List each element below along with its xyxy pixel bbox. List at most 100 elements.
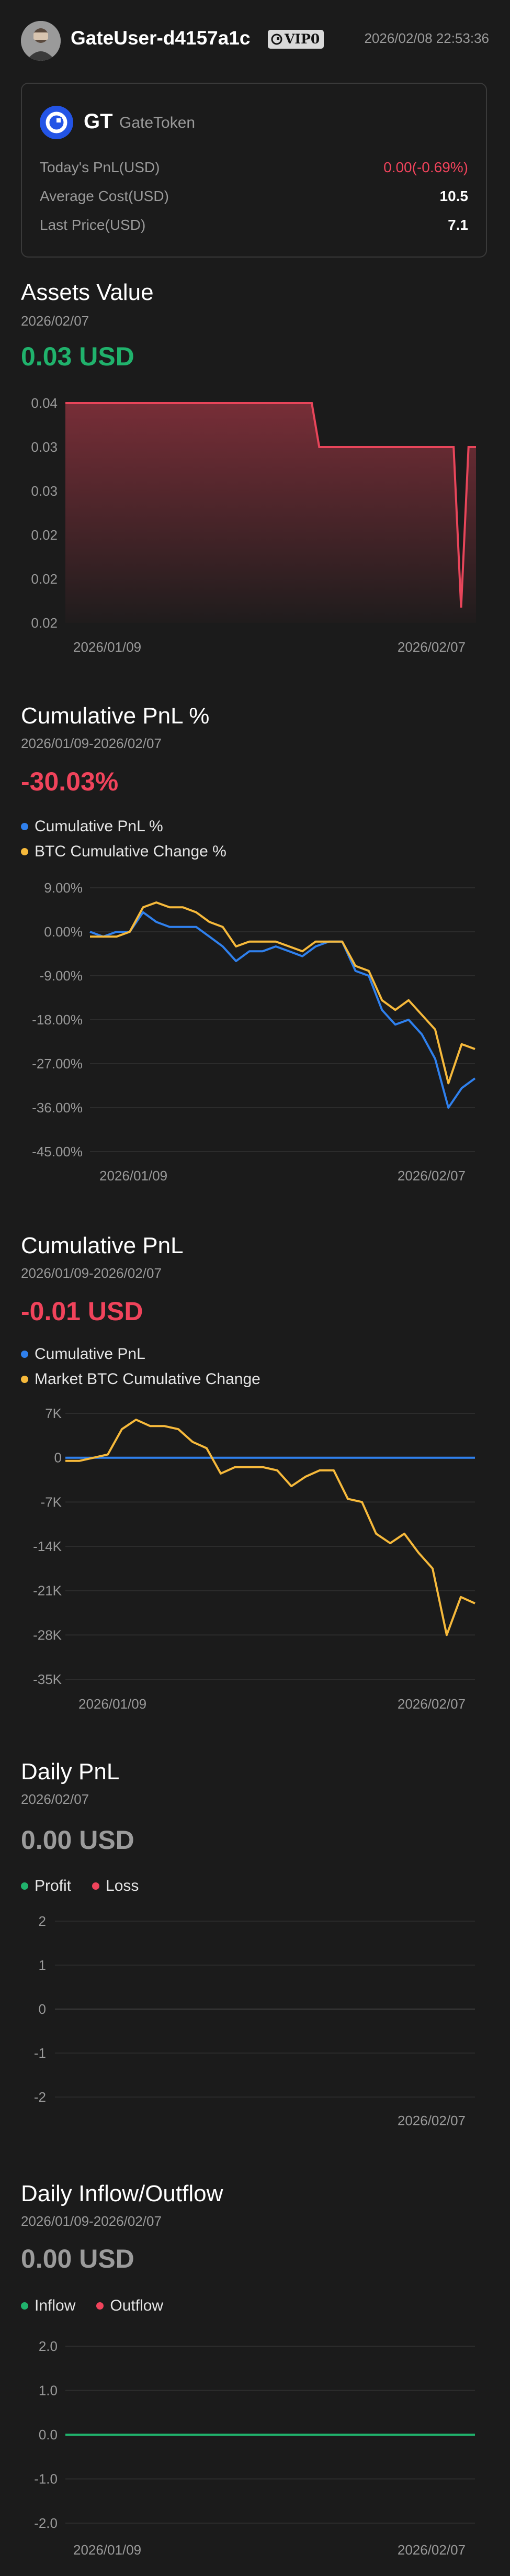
last-price-row: Last Price(USD) 7.1 [40, 217, 468, 238]
y-tick-label: 0.02 [31, 571, 58, 587]
inflow-date: 2026/01/09-2026/02/07 [21, 2213, 162, 2229]
x-tick-label: 2026/02/07 [398, 2542, 466, 2558]
x-tick-label: 2026/02/07 [398, 639, 466, 655]
y-tick-label: -36.00% [32, 1100, 83, 1116]
y-tick-label: -1.0 [34, 2471, 58, 2487]
y-tick-label: -27.00% [32, 1056, 83, 1072]
x-tick-label: 2026/02/07 [398, 2113, 466, 2128]
average-cost-label: Average Cost(USD) [40, 188, 169, 204]
y-tick-label: 0.00% [44, 924, 83, 940]
username: GateUser-d4157a1c [71, 27, 251, 49]
legend-label: Cumulative PnL % [35, 818, 163, 835]
series-line [90, 901, 475, 1085]
red-dot-icon [96, 2302, 104, 2310]
todays-pnl-label: Today's PnL(USD) [40, 159, 160, 175]
y-tick-label: -14K [33, 1538, 62, 1554]
x-tick-label: 2026/01/09 [73, 2542, 141, 2558]
y-tick-label: -1 [34, 2045, 46, 2061]
red-dot-icon [92, 1882, 100, 1890]
y-tick-label: 0.02 [31, 615, 58, 631]
y-tick-label: -35K [33, 1671, 62, 1687]
assets-title: Assets Value [21, 280, 154, 305]
header: GateUser-d4157a1c VIP0 2026/02/08 22:53:… [0, 0, 510, 79]
yellow-dot-icon [21, 1376, 28, 1383]
legend-label: Market BTC Cumulative Change [35, 1370, 260, 1388]
assets-value: 0.03 USD [21, 342, 134, 371]
token-name: GateToken [119, 114, 196, 131]
y-tick-label: -7K [41, 1494, 62, 1510]
cum-pnl-pct-value: -30.03% [21, 767, 119, 796]
average-cost-row: Average Cost(USD) 10.5 [40, 188, 468, 209]
x-tick-label: 2026/01/09 [73, 639, 141, 655]
green-dot-icon [21, 2302, 28, 2310]
y-tick-label: 0.02 [31, 527, 58, 543]
legend-btc-change-pct[interactable]: BTC Cumulative Change % [21, 843, 226, 861]
legend-loss[interactable]: Loss [92, 1877, 139, 1895]
legend-outflow[interactable]: Outflow [96, 2297, 163, 2315]
assets-area-fill [65, 403, 476, 623]
legend-label: Inflow [35, 2297, 76, 2314]
cum-pnl-value: -0.01 USD [21, 1297, 143, 1326]
avatar-icon[interactable] [21, 21, 61, 61]
y-tick-label: 7K [45, 1406, 62, 1421]
cum-pnl-chart[interactable]: 7K 0 -7K -14K -21K -28K -35K 2026/01/09 2026/02/… [0, 1398, 510, 1722]
y-tick-label: 0.04 [31, 395, 58, 411]
y-tick-label: 1.0 [39, 2383, 58, 2399]
cum-pnl-date: 2026/01/09-2026/02/07 [21, 1265, 162, 1281]
x-tick-label: 2026/01/09 [78, 1696, 146, 1712]
legend-profit[interactable]: Profit [21, 1877, 71, 1895]
cum-pnl-title: Cumulative PnL [21, 1233, 184, 1258]
assets-date: 2026/02/07 [21, 313, 89, 329]
y-tick-label: 0.03 [31, 439, 58, 455]
todays-pnl-row: Today's PnL(USD) 0.00(-0.69%) [40, 159, 468, 180]
y-tick-label: -9.00% [40, 968, 83, 984]
y-tick-label: 0.0 [39, 2427, 58, 2443]
legend-inflow[interactable]: Inflow [21, 2297, 75, 2315]
vip-label: VIP0 [285, 31, 320, 47]
y-tick-label: -18.00% [32, 1012, 83, 1028]
series-line [65, 1419, 475, 1636]
y-tick-label: -2 [34, 2089, 46, 2105]
assets-line [65, 402, 476, 608]
daily-pnl-title: Daily PnL [21, 1759, 120, 1785]
green-dot-icon [21, 1882, 28, 1890]
x-tick-label: 2026/02/07 [398, 1696, 466, 1712]
legend-label: Profit [35, 1877, 72, 1894]
cum-pnl-pct-title: Cumulative PnL % [21, 703, 210, 729]
token-symbol: GT [84, 110, 113, 133]
legend-cum-pnl[interactable]: Cumulative PnL [21, 1345, 145, 1363]
gatetoken-logo-icon [40, 106, 73, 139]
average-cost-value: 10.5 [439, 188, 469, 204]
daily-pnl-value: 0.00 USD [21, 1825, 134, 1855]
legend-label: BTC Cumulative Change % [35, 843, 226, 860]
y-tick-label: -2.0 [34, 2515, 58, 2531]
y-tick-label: -28K [33, 1627, 62, 1643]
y-tick-label: -21K [33, 1583, 62, 1599]
y-tick-label: 2 [39, 1913, 46, 1929]
daily-pnl-date: 2026/02/07 [21, 1791, 89, 1807]
y-tick-label: 0 [54, 1450, 62, 1466]
daily-pnl-legend: Profit Loss [21, 1877, 154, 1895]
yellow-dot-icon [21, 848, 28, 855]
cum-pnl-pct-date: 2026/01/09-2026/02/07 [21, 735, 162, 751]
legend-label: Loss [106, 1877, 139, 1894]
y-tick-label: 1 [39, 1957, 46, 1973]
header-timestamp: 2026/02/08 22:53:36 [364, 30, 489, 46]
cum-pnl-pct-chart[interactable]: 9.00% 0.00% -9.00% -18.00% -27.00% -36.00% -45… [0, 874, 510, 1188]
token-card[interactable]: GT GateToken Today's PnL(USD) 0.00(-0.69… [21, 83, 487, 258]
last-price-label: Last Price(USD) [40, 217, 146, 233]
todays-pnl-value: 0.00(-0.69%) [383, 159, 468, 175]
y-tick-label: 9.00% [44, 880, 83, 896]
y-tick-label: -45.00% [32, 1144, 83, 1159]
inflow-chart[interactable]: 2.0 1.0 0.0 -1.0 -2.0 2026/01/09 2026/02/07 [0, 2324, 510, 2570]
legend-market-btc[interactable]: Market BTC Cumulative Change [21, 1370, 260, 1388]
last-price-value: 7.1 [448, 217, 468, 233]
inflow-legend: Inflow Outflow [21, 2297, 179, 2315]
inflow-value: 0.00 USD [21, 2244, 134, 2273]
blue-dot-icon [21, 1351, 28, 1358]
assets-chart[interactable]: 0.04 0.03 0.03 0.02 0.02 0.02 2026/01/09 2026/0… [0, 387, 510, 670]
y-tick-label: 0.03 [31, 483, 58, 499]
daily-pnl-chart[interactable]: 2 1 0 -1 -2 2026/02/07 [0, 1905, 510, 2141]
legend-cum-pnl-pct[interactable]: Cumulative PnL % [21, 818, 163, 835]
inflow-title: Daily Inflow/Outflow [21, 2181, 223, 2206]
